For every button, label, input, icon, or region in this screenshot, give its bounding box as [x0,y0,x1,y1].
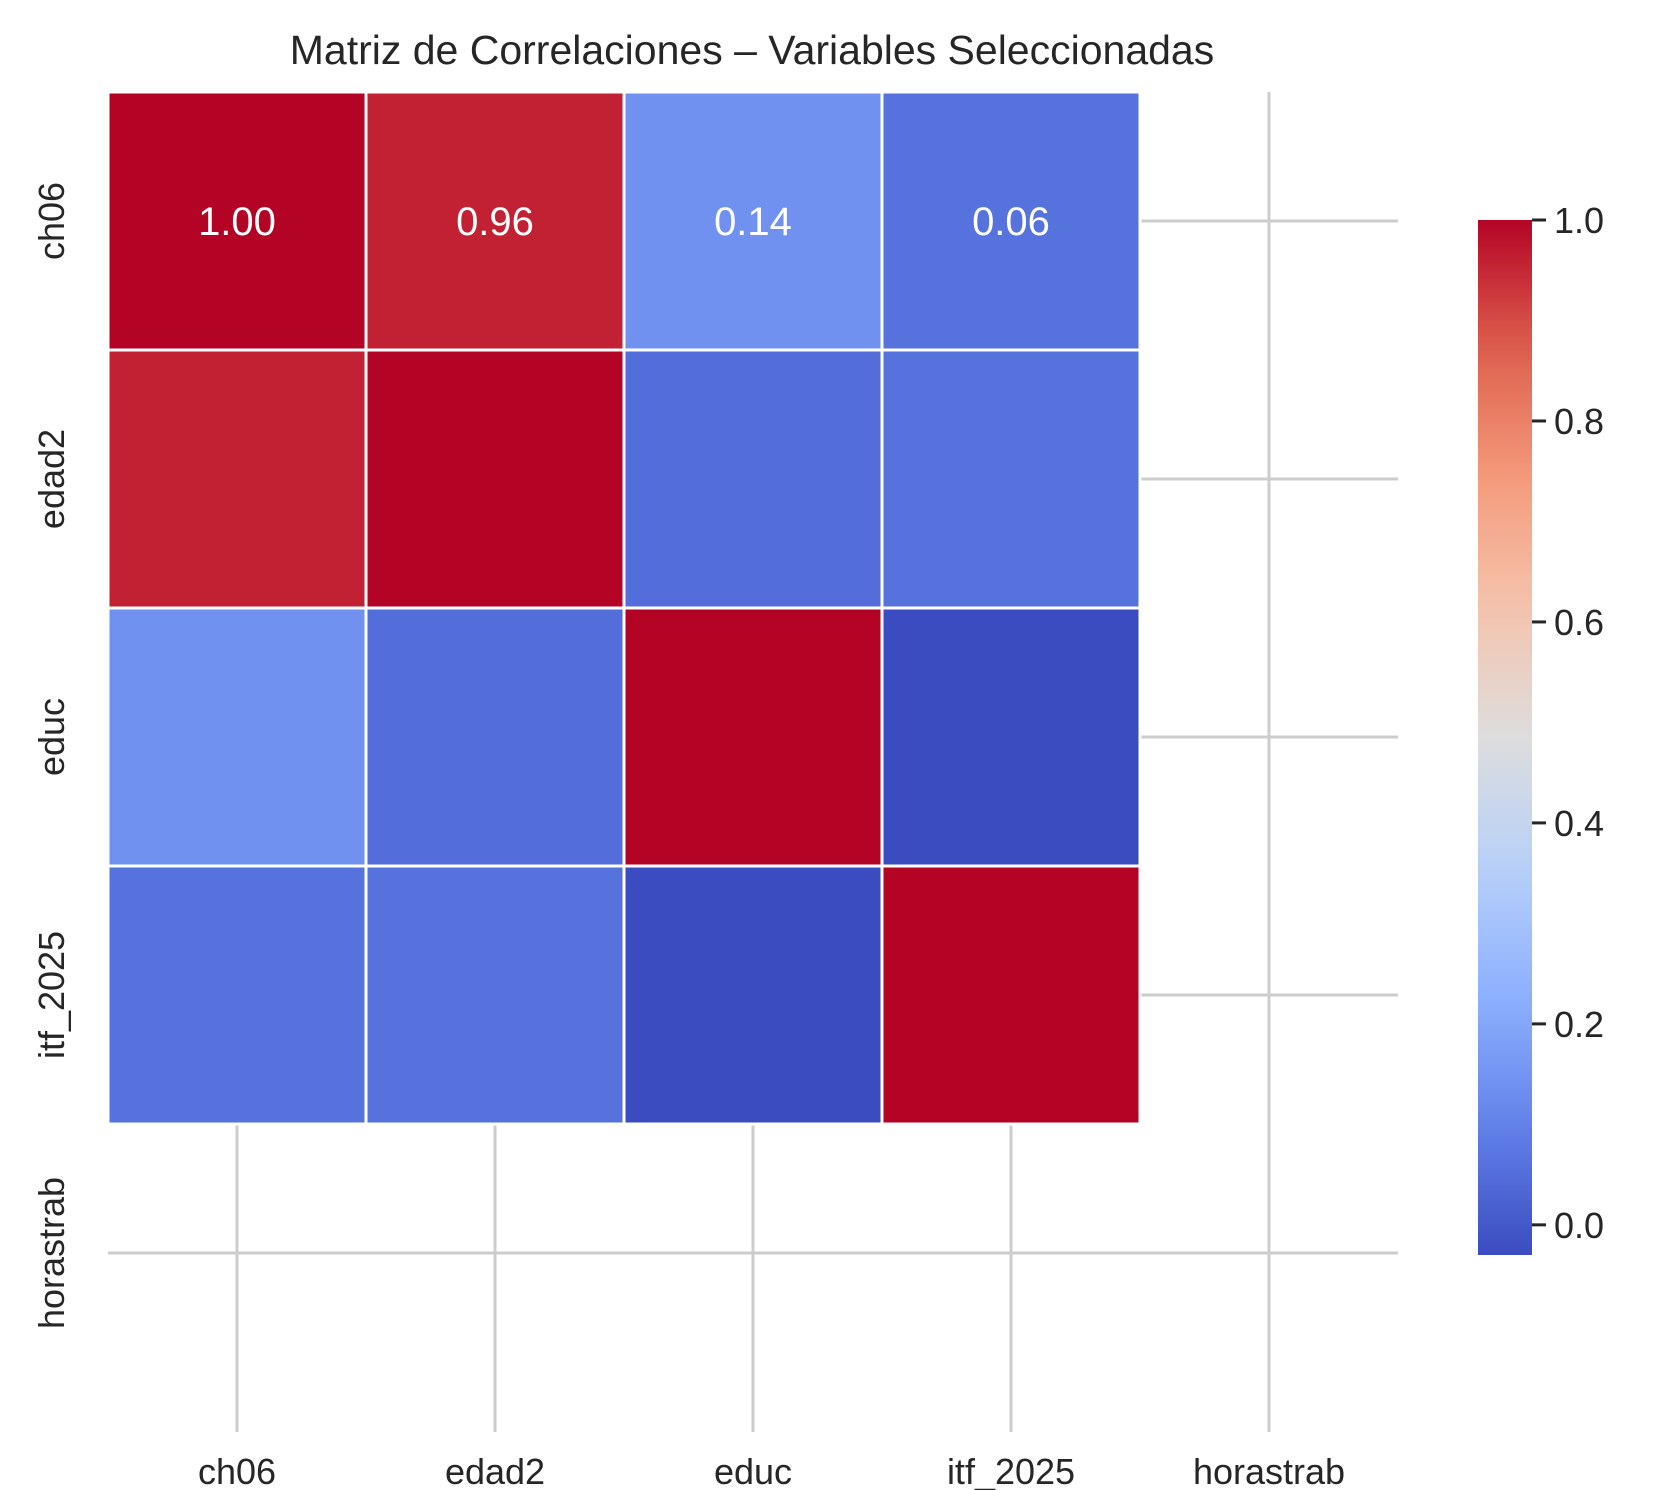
cell-annotation: 0.14 [714,200,792,244]
cell-annotations: 1.00 0.96 0.14 0.06 [198,200,1050,244]
heatmap-cell-itf_2025-itf_2025 [880,864,1142,1126]
heatmap-cell-edad2-edad2 [364,348,626,610]
heatmap-cell-itf_2025-ch06 [106,864,368,1126]
heatmap-cell-educ-itf_2025 [880,606,1142,868]
y-tick-label-edad2: edad2 [31,429,72,529]
heatmap-cell-edad2-educ [622,348,884,610]
x-tick-label-horastrab: horastrab [1193,1451,1345,1490]
x-tick-label-educ: educ [714,1451,792,1490]
cell-annotation: 1.00 [198,200,276,244]
x-tick-label-ch06: ch06 [198,1451,276,1490]
heatmap-cell-educ-ch06 [106,606,368,868]
heatmap-cell-itf_2025-educ [622,864,884,1126]
heatmap-cells [106,90,1142,1126]
heatmap-cell-ch06-itf_2025 [880,90,1142,352]
y-tick-label-itf_2025: itf_2025 [31,931,72,1059]
colorbar-tick-label: 0.6 [1554,602,1604,643]
y-tick-label-educ: educ [31,698,72,776]
y-tick-label-ch06: ch06 [31,182,72,260]
axis-tick-labels: ch06 ch06 edad2 edad2 educ educ itf_2025 itf_20… [31,182,1345,1490]
colorbar: 0.0 0.2 0.4 0.6 0.8 1.0 [1478,200,1604,1255]
chart-title: Matriz de Correlaciones – Variables Sele… [290,27,1214,73]
heatmap-cell-edad2-ch06 [106,348,368,610]
cell-annotation: 0.06 [972,200,1050,244]
heatmap-cell-educ-edad2 [364,606,626,868]
colorbar-tick-label: 0.8 [1554,401,1604,442]
colorbar-tick-label: 0.4 [1554,803,1604,844]
x-tick-label-edad2: edad2 [445,1451,545,1490]
heatmap-cell-edad2-itf_2025 [880,348,1142,610]
heatmap-cell-ch06-edad2 [364,90,626,352]
y-tick-label-horastrab: horastrab [31,1177,72,1329]
colorbar-gradient-bar [1478,220,1532,1255]
cell-annotation: 0.96 [456,200,534,244]
colorbar-tick-label: 1.0 [1554,200,1604,241]
heatmap-cell-itf_2025-edad2 [364,864,626,1126]
x-tick-label-itf_2025: itf_2025 [947,1451,1075,1490]
colorbar-tick-label: 0.0 [1554,1205,1604,1246]
heatmap-cell-educ-educ [622,606,884,868]
colorbar-tick-label: 0.2 [1554,1004,1604,1045]
